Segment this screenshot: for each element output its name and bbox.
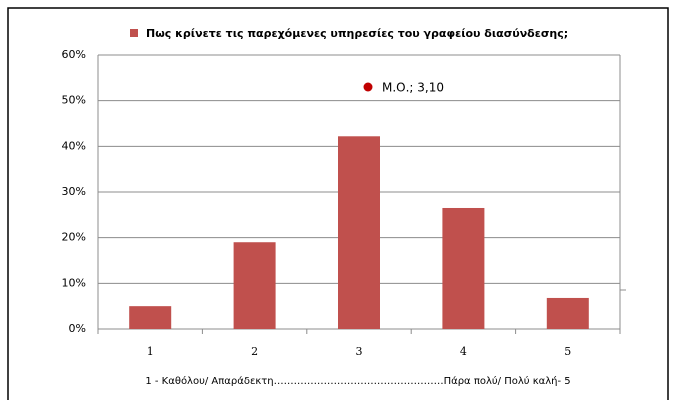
annotation: Μ.Ο.; 3,10 — [382, 81, 444, 95]
x-tick-label: 5 — [564, 345, 571, 358]
legend-label: Πως κρίνετε τις παρεχόμενες υπηρεσίες το… — [146, 27, 568, 40]
x-tick-label: 1 — [147, 345, 154, 358]
bar — [338, 136, 380, 329]
legend-swatch — [130, 29, 138, 37]
y-tick-label: 0% — [69, 322, 86, 335]
x-axis-label: 1 - Καθόλου/ Απαράδεκτη……………………………………………… — [145, 375, 570, 387]
y-tick-label: 20% — [62, 231, 86, 244]
bar — [129, 306, 172, 329]
bar — [233, 242, 276, 329]
y-tick-label: 40% — [62, 139, 86, 152]
annotation-marker — [363, 82, 373, 92]
x-tick-label: 4 — [460, 345, 467, 358]
y-tick-label: 60% — [62, 48, 86, 61]
x-tick-label: 2 — [251, 345, 258, 358]
bar — [546, 297, 589, 329]
x-tick-label: 3 — [356, 345, 363, 358]
y-tick-label: 10% — [62, 276, 86, 289]
y-tick-label: 30% — [62, 185, 86, 198]
y-tick-label: 50% — [62, 94, 86, 107]
bar — [442, 207, 485, 329]
